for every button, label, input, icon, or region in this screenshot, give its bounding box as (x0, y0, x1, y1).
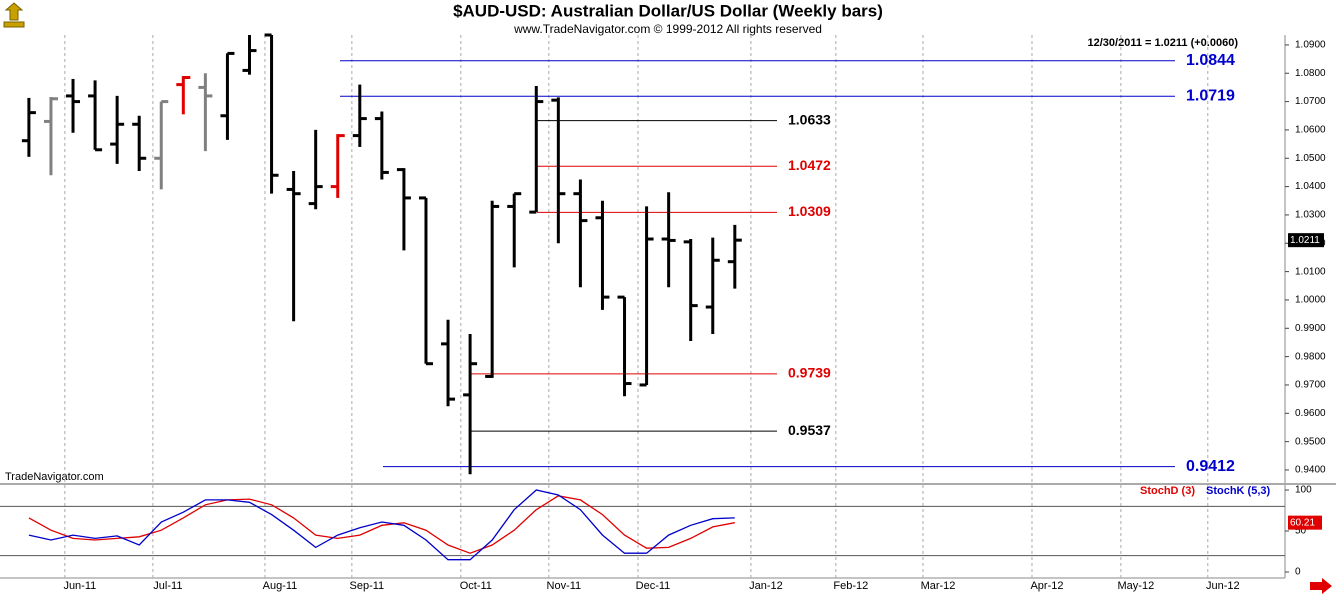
y-tick-label: 1.0800 (1295, 68, 1326, 79)
y-tick-label: 1.0300 (1295, 210, 1326, 221)
subtitle: www.TradeNavigator.com © 1999-2012 All r… (513, 22, 822, 36)
scroll-arrow[interactable] (1310, 578, 1332, 594)
y-tick-label: 0.9600 (1295, 408, 1326, 419)
y-tick-label: 0.9800 (1295, 351, 1326, 362)
level-label: 0.9739 (788, 365, 831, 381)
level-label: 1.0633 (788, 111, 831, 127)
y-tick-label: 1.0600 (1295, 125, 1326, 136)
legend-label: StochD (3) (1140, 485, 1195, 497)
level-label: 1.0309 (788, 203, 831, 219)
last-price-label: 1.0211 (1290, 235, 1320, 246)
info: 12/30/2011 = 1.0211 (+0.0060) (1088, 37, 1239, 49)
x-tick-label: Feb-12 (833, 580, 868, 592)
level-label: 0.9412 (1186, 458, 1235, 475)
y-tick-label: 0.9700 (1295, 380, 1326, 391)
y-tick-label: 1.0400 (1295, 181, 1326, 192)
x-tick-label: Nov-11 (547, 580, 582, 592)
last-value-label: 60.21 (1290, 517, 1315, 528)
x-tick-label: Aug-11 (263, 580, 298, 592)
x-tick-label: Oct-11 (460, 580, 492, 592)
logo-icon (3, 2, 25, 28)
y-tick-label: 100 (1295, 485, 1312, 496)
stoch-line (28, 489, 735, 561)
y-tick-label: 1.0900 (1295, 40, 1326, 51)
y-tick-label: 1.0100 (1295, 266, 1326, 277)
y-tick-label: 0.9900 (1295, 323, 1326, 334)
stoch-line (28, 495, 735, 554)
x-tick-label: May-12 (1118, 580, 1155, 592)
x-tick-label: Dec-11 (636, 580, 671, 592)
y-tick-label: 0 (1295, 567, 1301, 578)
chart-title: $AUD-USD: Australian Dollar/US Dollar (W… (453, 1, 883, 20)
level-label: 0.9537 (788, 422, 831, 438)
x-tick-label: Jun-11 (63, 580, 96, 592)
y-tick-label: 1.0000 (1295, 295, 1326, 306)
last-value-box (1288, 515, 1322, 530)
x-tick-label: Apr-12 (1030, 580, 1063, 592)
x-tick-label: Mar-12 (921, 580, 956, 592)
level-label: 1.0472 (788, 157, 831, 173)
last-price-box (1288, 233, 1324, 248)
level-label: 1.0844 (1186, 52, 1235, 69)
legend-label: StochK (5,3) (1206, 485, 1271, 497)
x-tick-label: Sep-11 (350, 580, 385, 592)
y-tick-label: 1.0700 (1295, 96, 1326, 107)
y-tick-label: 0.9400 (1295, 465, 1326, 476)
x-tick-label: Jul-11 (153, 580, 182, 592)
x-tick-label: Jun-12 (1206, 580, 1240, 592)
x-tick-label: Jan-12 (749, 580, 783, 592)
level-label: 1.0719 (1186, 87, 1235, 104)
y-tick-label: 0.9500 (1295, 436, 1326, 447)
y-tick-label: 50 (1295, 526, 1307, 537)
y-tick-label: 1.0500 (1295, 153, 1326, 164)
watermark: TradeNavigator.com (5, 471, 104, 483)
